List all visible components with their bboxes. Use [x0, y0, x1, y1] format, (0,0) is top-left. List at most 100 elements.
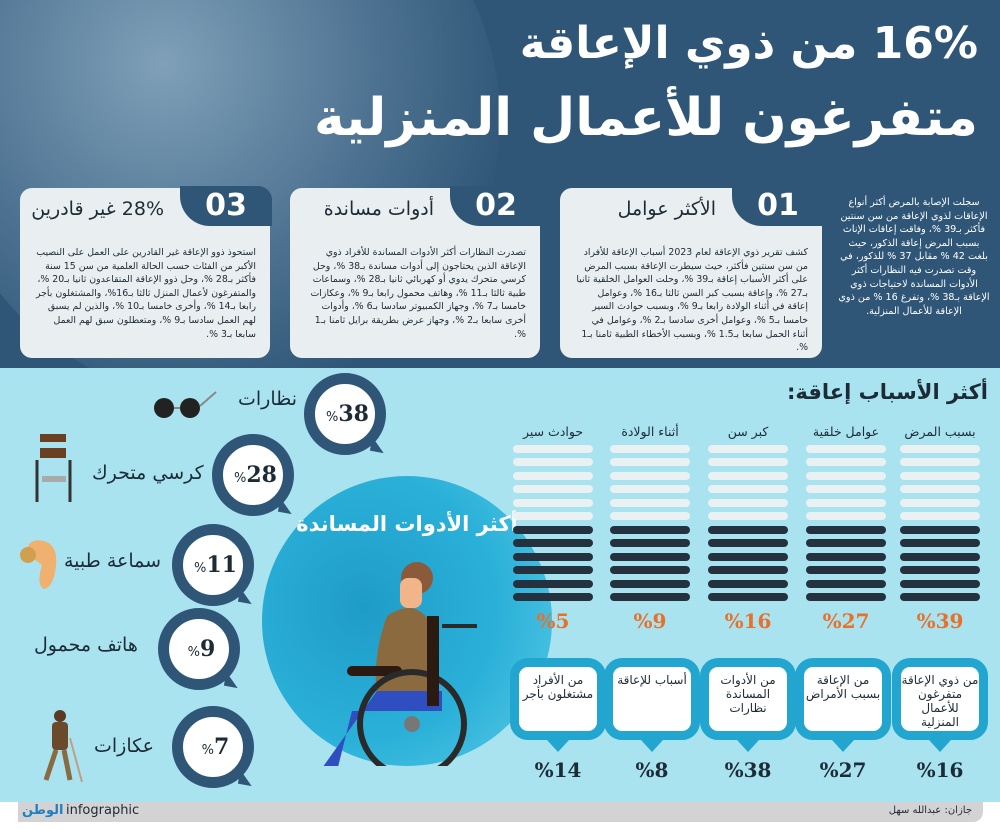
bar-stripe — [513, 458, 593, 466]
tools-heading: أكثر الأدوات المساندة — [296, 512, 518, 536]
bar-stripe — [708, 485, 788, 493]
card-tools: 02 أدوات مساندة تصدرت النظارات أكثر الأد… — [290, 186, 542, 358]
callout-value: %38 — [724, 758, 772, 782]
card-title: 28% غير قادرين — [31, 198, 164, 220]
tool-bubble-cane: %7 — [172, 706, 254, 788]
card-number: 03 — [180, 186, 272, 226]
bar-stripe — [610, 444, 690, 453]
bar-stripe — [806, 525, 886, 534]
callout: أسباب للإعاقة %8 — [604, 658, 700, 782]
bar-stripe — [900, 498, 980, 507]
bar-stripe — [900, 444, 980, 453]
bar-stripe — [610, 458, 690, 466]
title-line-1: 16% من ذوي الإعاقة — [519, 18, 978, 69]
chart-column: عوامل خلقية %27 — [806, 424, 886, 633]
callout-value: %14 — [534, 758, 582, 782]
tool-value: 28 — [246, 462, 277, 488]
card-unable: 03 28% غير قادرين استحوذ ذوو الإعاقة غير… — [20, 186, 272, 358]
intro-text: سجلت الإصابة بالمرض أكثر أنواع الإعاقات … — [838, 197, 990, 317]
bar-stripe — [806, 512, 886, 520]
percent-sign: % — [326, 410, 339, 425]
bar-stripe — [610, 566, 690, 574]
footer-bar — [18, 802, 983, 822]
bar-stripe — [806, 444, 886, 453]
bar-stripe — [610, 512, 690, 520]
bar-stripe — [900, 471, 980, 480]
percent-sign: % — [187, 645, 201, 660]
callout-text: من الأفراد مشتغلون بأجر — [510, 658, 606, 740]
tool-value: 11 — [206, 552, 237, 578]
bar-stripe — [900, 552, 980, 561]
hearing-aid-icon — [20, 540, 57, 589]
bar-stripe — [806, 566, 886, 574]
bar-stripe — [806, 471, 886, 480]
bar-stripe — [610, 525, 690, 534]
tool-label: نظارات — [238, 388, 298, 410]
bar-stripe — [513, 593, 593, 601]
card-text: استحوذ ذوو الإعاقة غير القادرين على العم… — [35, 247, 256, 340]
tool-value: 38 — [338, 401, 369, 427]
bar-stripe — [708, 593, 788, 601]
card-text: كشف تقرير ذوي الإعاقة لعام 2023 أسباب ال… — [576, 247, 808, 354]
bar-stripe — [610, 593, 690, 601]
bar-stripe — [900, 539, 980, 547]
bar-stripe — [708, 525, 788, 534]
bar-stripe — [513, 498, 593, 507]
bar-stripe — [900, 566, 980, 574]
credit-text: جازان: عبدالله سهل — [888, 805, 972, 816]
title-line-2: متفرغون للأعمال المنزلية — [313, 88, 978, 148]
percent-sign: % — [194, 561, 207, 576]
bar-value-label: %9 — [633, 609, 667, 633]
chart-column: أثناء الولادة %9 — [610, 424, 690, 633]
percent-sign: % — [234, 471, 247, 486]
bar-stripe — [513, 444, 593, 453]
callout-value: %8 — [635, 758, 669, 782]
bar-stripe — [806, 498, 886, 507]
bar-value-label: %5 — [536, 609, 570, 633]
tool-value: 9 — [200, 636, 216, 662]
tool-label: كرسي متحرك — [92, 462, 204, 484]
tool-bubble-wheelchair: %28 — [212, 434, 294, 516]
bar-stripe — [708, 552, 788, 561]
chart-column: بسبب المرض %39 — [900, 424, 980, 633]
tool-label: عكازات — [94, 735, 154, 757]
bar-stripe — [610, 498, 690, 507]
card-text: تصدرت النظارات أكثر الأدوات المساندة للأ… — [310, 247, 526, 340]
bar-stripe — [806, 539, 886, 547]
chart-column: كبر سن %16 — [708, 424, 788, 633]
card-causes: 01 الأكثر عوامل كشف تقرير ذوي الإعاقة لع… — [560, 186, 824, 358]
bar-stripe — [610, 539, 690, 547]
bar-stripe — [900, 593, 980, 601]
callout-pointer — [832, 740, 854, 752]
callout-pointer — [641, 740, 663, 752]
bar-stripe — [513, 525, 593, 534]
callout-text: من ذوي الإعاقة متفرغون للأعمال المنزلية — [892, 658, 988, 740]
category-label: أثناء الولادة — [621, 424, 679, 439]
callout-pointer — [737, 740, 759, 752]
tool-label: هاتف محمول — [34, 634, 138, 656]
chart-column: حوادث سير %5 — [513, 424, 593, 633]
category-label: عوامل خلقية — [812, 424, 880, 439]
tool-label: سماعة طبية — [64, 550, 162, 572]
bar-stripe — [513, 485, 593, 493]
bar-stripe — [513, 471, 593, 480]
callout: من الأفراد مشتغلون بأجر %14 — [510, 658, 606, 782]
wheelchair-user-illustration — [323, 562, 477, 766]
bar-stripe — [806, 485, 886, 493]
bar-stripe — [900, 579, 980, 588]
tool-bubble-phone: %9 — [158, 608, 240, 690]
bar-stripe — [513, 512, 593, 520]
cane-icon — [43, 710, 83, 783]
brand-logo: الوطن — [22, 803, 64, 818]
bar-stripe — [806, 552, 886, 561]
bar-stripe — [708, 566, 788, 574]
callout-text: من الإعاقة بسبب الأمراض — [795, 658, 891, 740]
bar-stripe — [806, 593, 886, 601]
bar-stripe — [708, 579, 788, 588]
bar-value-label: %27 — [822, 609, 870, 633]
category-label: حوادث سير — [522, 424, 584, 439]
category-label: كبر سن — [727, 424, 769, 439]
wheelchair-icon — [35, 434, 72, 502]
bar-stripe — [708, 498, 788, 507]
bar-stripe — [513, 552, 593, 561]
